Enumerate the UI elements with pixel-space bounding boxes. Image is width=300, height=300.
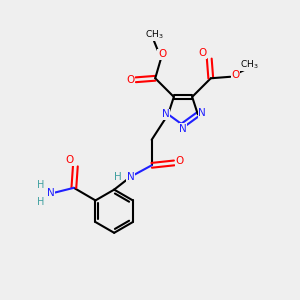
Text: O: O [199,48,207,59]
Text: N: N [198,108,206,118]
Text: H: H [114,172,122,182]
Text: O: O [232,70,240,80]
Text: H: H [37,196,44,207]
Text: H: H [37,180,44,190]
Text: N: N [47,188,55,198]
Text: N: N [162,109,170,119]
Text: N: N [179,124,187,134]
Text: O: O [126,75,134,85]
Text: O: O [65,155,74,165]
Text: CH$_3$: CH$_3$ [145,28,163,41]
Text: N: N [127,172,134,182]
Text: O: O [158,49,166,59]
Text: O: O [176,156,184,167]
Text: CH$_3$: CH$_3$ [240,58,258,71]
